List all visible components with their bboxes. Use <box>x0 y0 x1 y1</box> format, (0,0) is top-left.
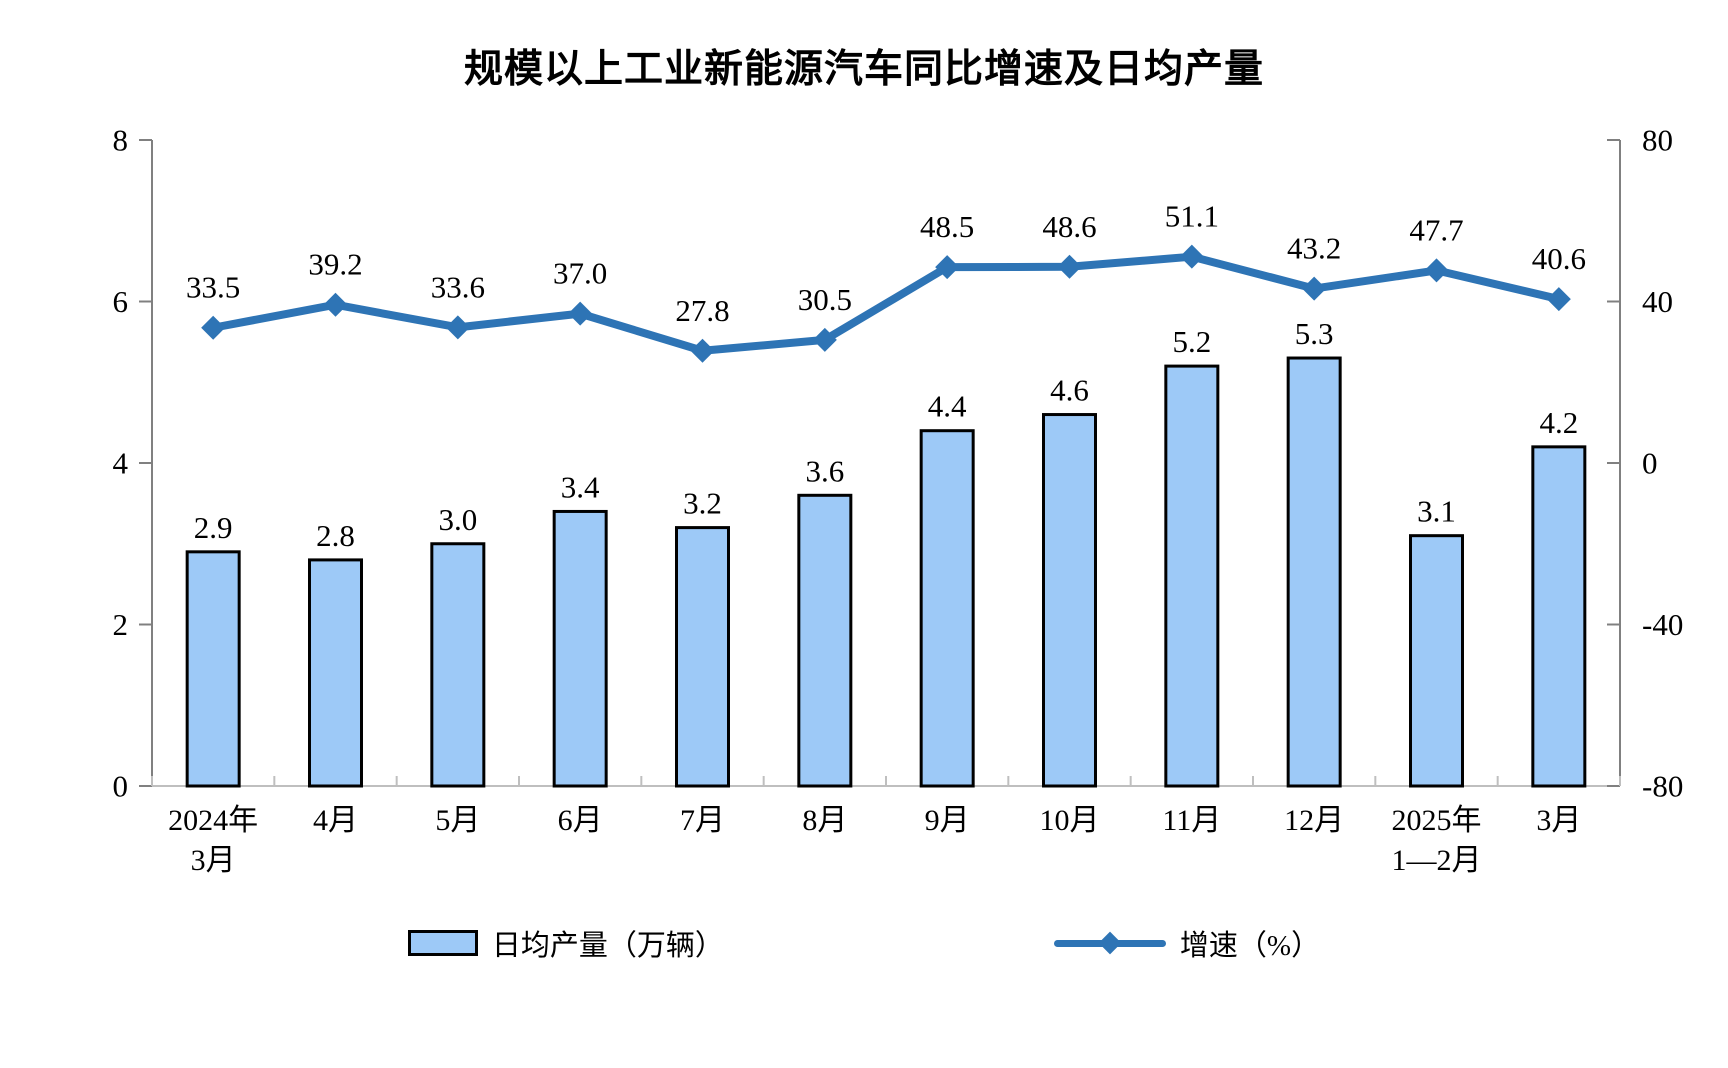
legend-bar-label: 日均产量（万辆） <box>491 930 724 962</box>
line-marker <box>201 315 226 340</box>
line-marker <box>445 315 470 340</box>
bar-value-label: 3.2 <box>683 486 722 521</box>
line-marker <box>1424 258 1449 283</box>
axis-tick-label: 8 <box>113 123 129 158</box>
legend: 日均产量（万辆） 增速（%） <box>0 922 1728 964</box>
line-marker <box>1302 276 1327 301</box>
y-axis-right: -80 -40 0 40 80 <box>1607 123 1683 804</box>
bars-series: 2.9 2.8 3.0 3.4 3.2 3.6 4.4 4.6 5.2 5.3 3.1 4.2 <box>185 316 1587 788</box>
bar-value-label: 4.4 <box>928 389 967 424</box>
line-value-label: 39.2 <box>308 247 362 282</box>
line-marker <box>323 292 348 317</box>
bar <box>1531 445 1587 788</box>
bar <box>1164 364 1220 788</box>
growth-line <box>209 252 1563 355</box>
axis-tick-label: 0 <box>113 769 129 804</box>
line-value-label: 37.0 <box>553 256 607 291</box>
legend-item-bars: 日均产量（万辆） <box>407 922 724 964</box>
bar-value-label: 4.6 <box>1050 373 1089 408</box>
axis-tick-label: -80 <box>1642 769 1683 804</box>
category-label: 8月 <box>802 804 847 837</box>
category-label: 7月 <box>680 804 725 837</box>
bar-value-label: 3.4 <box>561 469 600 504</box>
y-axis-left: 0 2 4 6 8 <box>113 123 152 804</box>
axis-tick-label: -40 <box>1642 607 1683 642</box>
line-value-label: 48.5 <box>920 209 974 244</box>
bar-value-label: 3.0 <box>438 502 477 537</box>
bar <box>430 542 486 788</box>
bar <box>185 550 241 788</box>
bar <box>308 558 363 788</box>
axis-tick-label: 0 <box>1642 446 1658 481</box>
bar-value-label: 2.9 <box>194 510 233 545</box>
bar <box>1409 534 1464 788</box>
line-value-label: 27.8 <box>675 293 729 328</box>
axis-tick-label: 40 <box>1642 284 1673 319</box>
x-axis: 2024年 3月 4月 5月 6月 7月 8月 9月 10月 11月 12月 2025年 1—2月 3月 <box>151 776 1621 877</box>
bar-value-label: 4.2 <box>1539 405 1578 440</box>
axes <box>151 140 1621 787</box>
line-value-label: 47.7 <box>1409 212 1463 247</box>
category-label: 3月 <box>1536 804 1581 837</box>
bar <box>675 526 730 788</box>
axis-tick-label: 4 <box>113 446 129 481</box>
category-label: 10月 <box>1040 804 1100 837</box>
line-value-label: 43.2 <box>1287 231 1341 266</box>
category-label: 12月 <box>1284 804 1344 837</box>
line-value-label: 40.6 <box>1532 241 1586 276</box>
bar <box>552 509 608 788</box>
line-marker <box>690 338 715 363</box>
line-marker <box>1546 287 1571 312</box>
category-label: 9月 <box>925 804 970 837</box>
category-label: 1—2月 <box>1392 844 1482 877</box>
axis-tick-label: 80 <box>1642 123 1673 158</box>
line-value-label: 33.6 <box>431 269 485 304</box>
category-label: 3月 <box>191 844 236 877</box>
line-marker-icon <box>1053 931 1166 955</box>
category-label: 2025年 <box>1392 804 1482 837</box>
line-value-label: 51.1 <box>1165 199 1219 234</box>
line-marker <box>568 301 593 326</box>
category-label: 5月 <box>435 804 480 837</box>
line-value-label: 48.6 <box>1042 209 1096 244</box>
growth-line-series: 33.5 39.2 33.6 37.0 27.8 30.5 48.5 48.6 51.1 43.2… <box>186 199 1586 363</box>
bar-swatch-icon <box>407 930 478 956</box>
chart-title: 规模以上工业新能源汽车同比增速及日均产量 <box>463 48 1264 91</box>
axis-tick-label: 2 <box>113 607 129 642</box>
bar <box>919 429 975 788</box>
axis-tick-label: 6 <box>113 284 129 319</box>
line-value-label: 33.5 <box>186 270 240 305</box>
legend-line-label: 增速（%） <box>1179 930 1321 962</box>
line-marker <box>1179 244 1204 269</box>
bar <box>1286 356 1342 788</box>
bar-value-label: 5.2 <box>1172 324 1211 359</box>
bar-value-label: 2.8 <box>316 518 355 553</box>
legend-item-line: 增速（%） <box>1053 922 1321 964</box>
bar-value-label: 3.1 <box>1417 494 1456 529</box>
line-marker <box>1057 254 1082 279</box>
category-label: 6月 <box>558 804 603 837</box>
category-label: 2024年 <box>168 804 258 837</box>
bar <box>797 493 853 788</box>
category-label: 4月 <box>313 804 358 837</box>
bar-value-label: 5.3 <box>1295 316 1334 351</box>
line-marker <box>935 255 960 280</box>
bar-value-label: 3.6 <box>805 453 844 488</box>
bar <box>1042 413 1097 788</box>
line-marker <box>812 327 837 352</box>
line-value-label: 30.5 <box>798 282 852 317</box>
category-label: 11月 <box>1162 804 1221 837</box>
